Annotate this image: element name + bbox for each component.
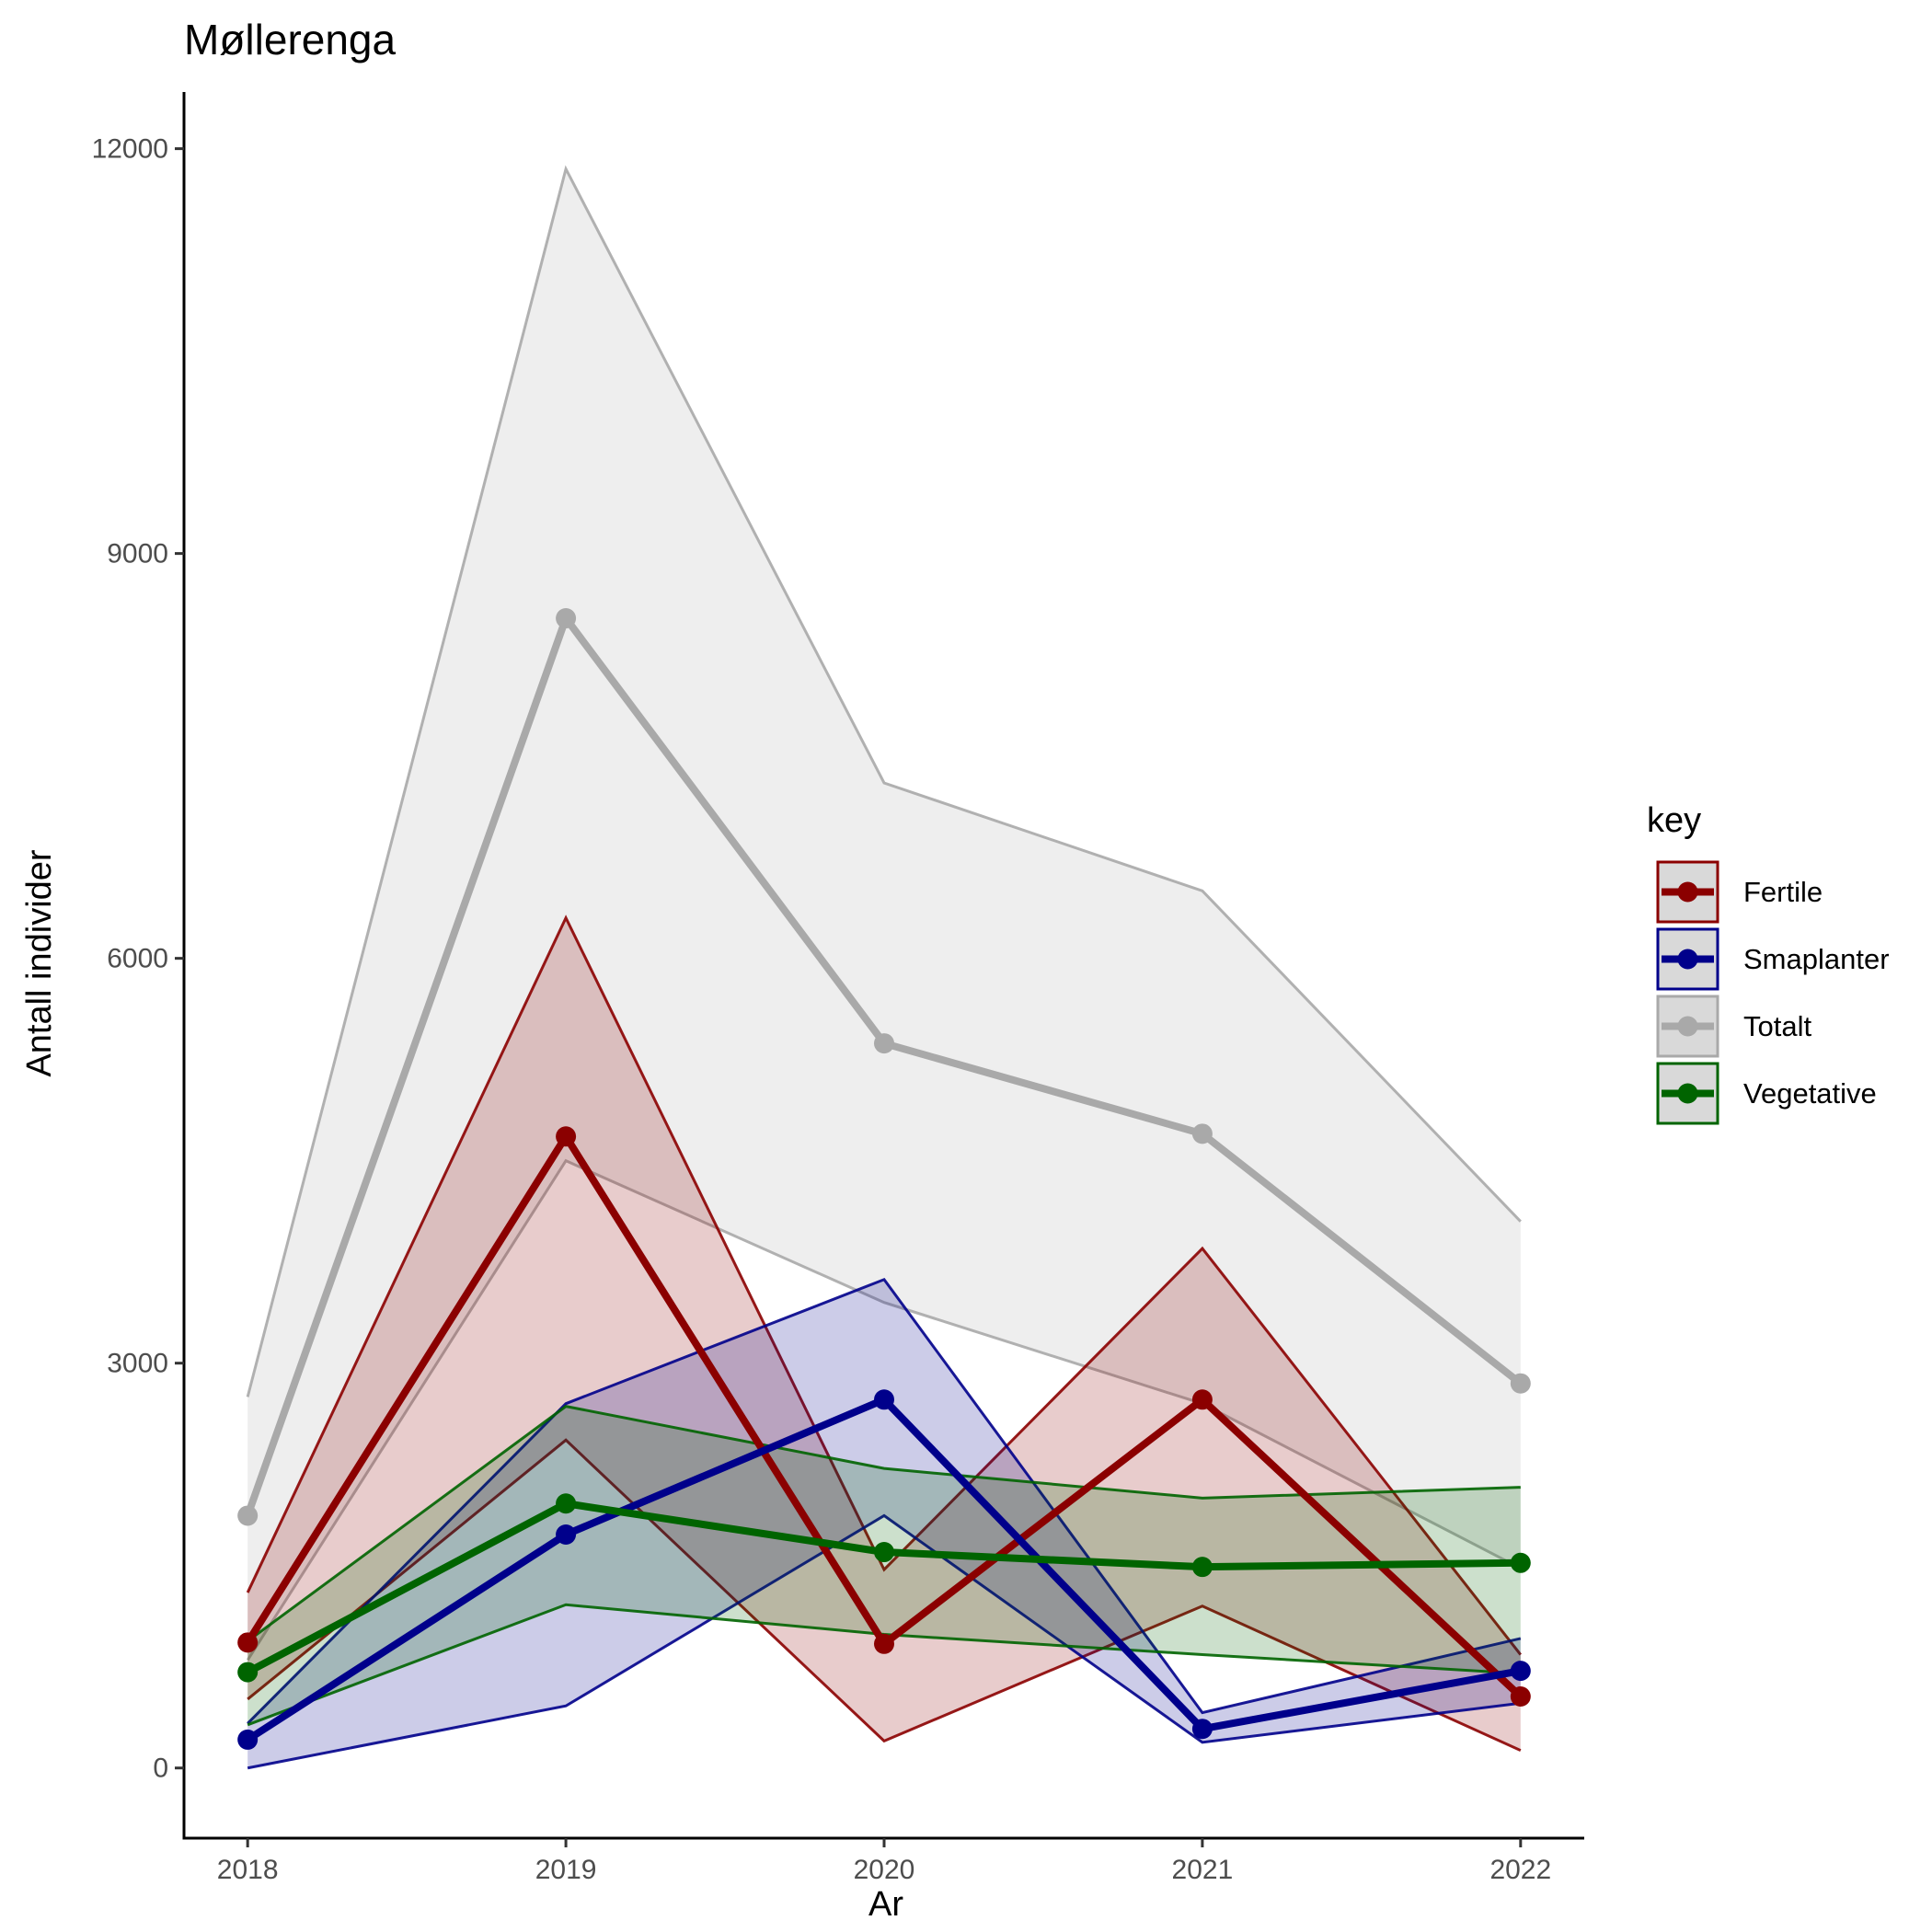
legend-point-fertile: [1677, 881, 1698, 903]
legend-label-fertile: Fertile: [1743, 876, 1823, 908]
band-fertile: [247, 917, 1521, 1751]
point-vegetative-2022: [1510, 1552, 1531, 1573]
point-smaplanter-2018: [237, 1729, 259, 1750]
x-axis-title: Ar: [868, 1885, 903, 1924]
legend-point-vegetative: [1677, 1083, 1698, 1104]
y-axis-ticks: 0 3000 6000 9000 12000: [92, 134, 184, 1784]
x-tick-label: 2022: [1489, 1855, 1551, 1885]
x-tick-label: 2020: [854, 1855, 915, 1885]
point-fertile-2018: [237, 1632, 259, 1653]
band-totalt: [247, 168, 1521, 1661]
point-totalt-2018: [237, 1505, 259, 1526]
legend-label-vegetative: Vegetative: [1743, 1077, 1877, 1110]
point-totalt-2022: [1510, 1373, 1531, 1394]
point-fertile-2020: [874, 1633, 894, 1654]
x-tick-label: 2019: [535, 1855, 597, 1885]
point-smaplanter-2019: [556, 1524, 577, 1545]
point-totalt-2021: [1191, 1123, 1213, 1144]
point-vegetative-2018: [237, 1662, 259, 1683]
legend: key Fertile Smaplanter Totalt Vegetative: [1647, 801, 1890, 1125]
y-tick-label: 12000: [92, 134, 168, 165]
legend-label-totalt: Totalt: [1743, 1010, 1811, 1042]
legend-title: key: [1647, 801, 1701, 840]
point-fertile-2022: [1510, 1685, 1531, 1707]
chart-title: Møllerenga: [184, 16, 397, 63]
point-fertile-2019: [556, 1126, 577, 1147]
band-lower-totalt: [246, 1158, 1522, 1662]
point-smaplanter-2020: [874, 1389, 894, 1410]
band-upper-smaplanter: [247, 1277, 1522, 1725]
confidence-bands: [246, 165, 1522, 1770]
y-axis-title: Antall individer: [20, 849, 59, 1076]
y-tick-label: 6000: [107, 944, 168, 974]
series-points: [237, 608, 1531, 1750]
x-tick-label: 2018: [217, 1855, 279, 1885]
x-tick-label: 2021: [1172, 1855, 1234, 1885]
band-upper-fertile: [246, 914, 1522, 1656]
legend-label-smaplanter: Smaplanter: [1743, 943, 1890, 975]
point-vegetative-2019: [556, 1493, 577, 1514]
point-fertile-2021: [1191, 1389, 1213, 1410]
band-vegetative: [247, 1406, 1521, 1725]
band-lower-smaplanter: [247, 1513, 1522, 1770]
point-smaplanter-2022: [1510, 1661, 1531, 1682]
band-upper-totalt: [246, 165, 1522, 1397]
point-smaplanter-2021: [1191, 1719, 1213, 1740]
y-tick-label: 9000: [107, 539, 168, 569]
point-vegetative-2020: [874, 1542, 894, 1563]
point-vegetative-2021: [1191, 1557, 1213, 1578]
band-smaplanter: [247, 1279, 1521, 1768]
point-totalt-2019: [556, 608, 577, 629]
point-totalt-2020: [874, 1033, 894, 1054]
legend-point-smaplanter: [1677, 949, 1698, 970]
legend-point-totalt: [1677, 1016, 1698, 1037]
band-lower-fertile: [247, 1438, 1522, 1753]
y-tick-label: 0: [153, 1754, 168, 1784]
y-tick-label: 3000: [107, 1349, 168, 1379]
x-axis-ticks: 2018 2019 2020 2021 2022: [217, 1838, 1551, 1885]
